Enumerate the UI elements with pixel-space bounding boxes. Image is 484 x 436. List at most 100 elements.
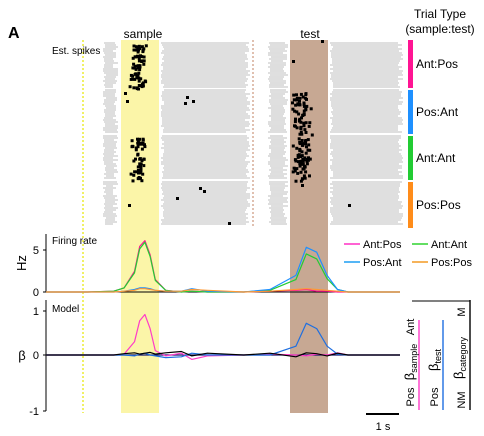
spike xyxy=(297,160,300,164)
spike xyxy=(293,124,297,128)
trial-type-label: Pos:Pos xyxy=(416,198,461,212)
spike xyxy=(302,101,306,105)
spike xyxy=(293,109,297,113)
spike xyxy=(137,57,141,60)
spike xyxy=(305,159,309,163)
spike xyxy=(132,44,136,48)
spike xyxy=(136,73,140,77)
trial-type-bar xyxy=(408,136,413,180)
spike xyxy=(136,50,140,54)
spike xyxy=(301,113,305,117)
spike xyxy=(140,147,144,151)
spike xyxy=(133,64,137,68)
test-label: test xyxy=(300,27,320,41)
spike xyxy=(308,148,312,152)
spike xyxy=(141,141,145,145)
spike xyxy=(299,126,303,130)
spike xyxy=(300,154,304,158)
series-line xyxy=(46,288,400,293)
test-window xyxy=(290,40,328,413)
spike xyxy=(305,104,309,108)
spike xyxy=(136,54,139,58)
legend-label-ant-pos: Ant:Pos xyxy=(363,239,402,251)
spike xyxy=(299,179,303,183)
spike xyxy=(303,176,307,180)
spike xyxy=(302,124,306,128)
beta-category-symbol: β xyxy=(451,372,466,379)
spike xyxy=(302,158,306,162)
spike xyxy=(306,148,310,152)
spike xyxy=(304,121,308,125)
spike xyxy=(129,73,133,77)
model-series-lines xyxy=(46,313,400,360)
raster-label: Est. spikes xyxy=(52,46,100,57)
spike xyxy=(142,59,146,63)
series-line xyxy=(46,240,400,293)
spike xyxy=(128,204,131,207)
spike xyxy=(142,55,146,59)
spike xyxy=(298,164,302,168)
spike xyxy=(299,160,303,163)
spike xyxy=(348,204,351,207)
spike xyxy=(294,98,298,102)
model-title: Model xyxy=(52,304,79,315)
spike xyxy=(139,164,142,168)
spike xyxy=(308,174,311,178)
spike xyxy=(303,165,307,169)
spike xyxy=(292,60,295,63)
spike xyxy=(294,179,298,183)
spike xyxy=(142,157,146,161)
beta-sample-sub: sample xyxy=(409,344,419,373)
spike xyxy=(299,170,303,174)
fr-legend: Ant:Pos Ant:Ant Pos:Ant Pos:Pos xyxy=(344,239,472,269)
spike xyxy=(139,77,143,81)
spike xyxy=(291,101,294,105)
spike-raster xyxy=(103,40,403,225)
spike xyxy=(137,44,141,48)
model-tick-label-1: 1 xyxy=(33,306,39,318)
series-line xyxy=(46,246,400,293)
spike xyxy=(134,72,138,76)
spike xyxy=(298,96,302,100)
spike xyxy=(307,143,311,147)
spike xyxy=(304,151,308,155)
spike xyxy=(138,68,142,72)
trial-type-subtitle: (sample:test) xyxy=(405,22,474,36)
spike xyxy=(132,173,136,177)
spike xyxy=(134,48,138,52)
spike xyxy=(138,137,142,141)
beta-test-symbol: β xyxy=(426,364,441,371)
spike xyxy=(140,45,144,49)
spike xyxy=(143,145,147,149)
spike xyxy=(132,86,136,90)
spike xyxy=(304,142,308,146)
spike xyxy=(134,67,138,71)
spike xyxy=(304,107,308,111)
spike xyxy=(131,66,135,70)
spike xyxy=(129,77,133,81)
spike xyxy=(301,142,305,146)
spike xyxy=(136,145,140,149)
model-tick-label-0: 0 xyxy=(33,350,39,362)
spike xyxy=(303,128,307,132)
spike xyxy=(300,177,304,181)
spike xyxy=(300,132,304,136)
series-line xyxy=(46,313,400,360)
spike xyxy=(302,109,306,113)
spike xyxy=(136,165,140,169)
spike xyxy=(295,110,299,114)
spike xyxy=(140,60,144,63)
spike xyxy=(142,62,146,66)
spike xyxy=(139,169,143,173)
series-line xyxy=(46,350,400,358)
spike xyxy=(293,169,297,173)
spike xyxy=(293,158,297,162)
spike xyxy=(137,84,141,87)
spike xyxy=(301,95,305,99)
spike xyxy=(140,179,144,183)
spike xyxy=(308,121,312,125)
spike xyxy=(301,184,304,187)
spike xyxy=(139,141,143,145)
spike xyxy=(304,131,308,134)
spike xyxy=(137,66,140,70)
